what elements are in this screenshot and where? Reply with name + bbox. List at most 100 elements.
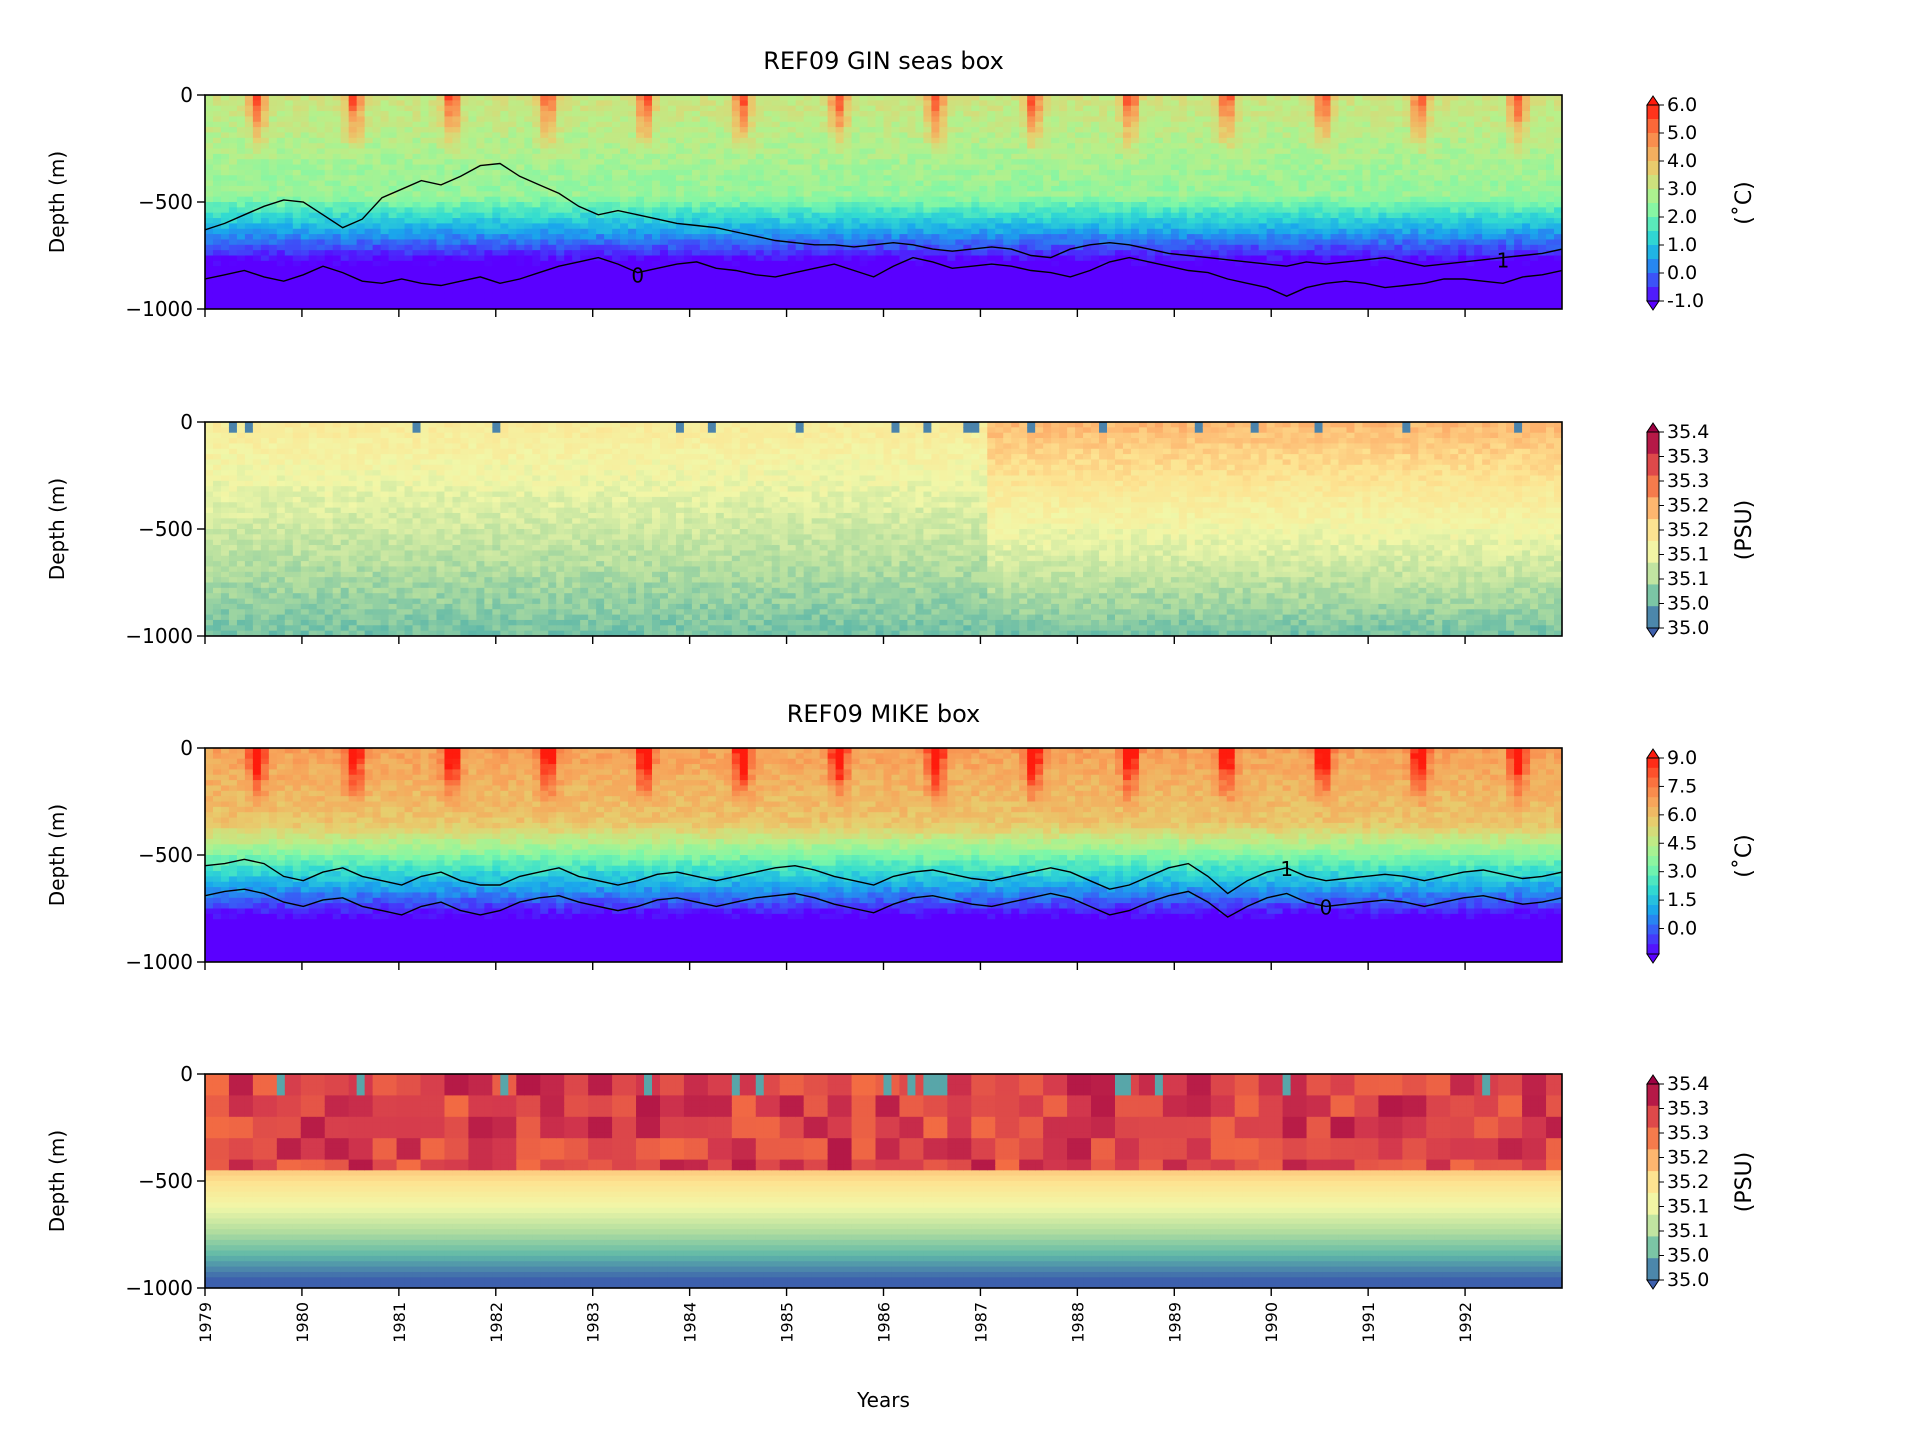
field-cell [1162, 266, 1172, 273]
field-cell [771, 271, 781, 278]
field-cell [644, 266, 653, 273]
field-cell [396, 121, 406, 128]
field-cell [691, 255, 701, 262]
field-cell [675, 143, 685, 150]
field-cell [324, 143, 334, 150]
field-cell [1067, 250, 1076, 257]
field-cell [1154, 239, 1164, 246]
field-cell [931, 169, 941, 177]
field-cell [1059, 100, 1068, 107]
field-cell [300, 266, 310, 273]
field-cell [771, 164, 781, 171]
field-cell [572, 169, 581, 177]
field-cell [1170, 250, 1180, 257]
field-cell [915, 148, 925, 155]
field-cell [516, 196, 526, 203]
field-cell [636, 127, 645, 134]
field-cell [1051, 212, 1060, 219]
field-cell [1011, 153, 1020, 160]
field-cell [787, 271, 797, 278]
field-cell [771, 276, 781, 284]
field-cell [572, 185, 581, 193]
field-cell [771, 255, 781, 262]
field-cell [947, 218, 957, 225]
field-cell [436, 202, 446, 209]
field-cell [636, 276, 645, 284]
field-cell [428, 111, 438, 118]
field-cell [723, 228, 733, 235]
field-cell [388, 255, 398, 262]
field-cell [364, 180, 374, 187]
field-cell [971, 100, 981, 107]
field-cell [1075, 175, 1084, 182]
field-cell [715, 260, 725, 267]
field-cell [691, 164, 701, 171]
field-cell [1146, 298, 1156, 305]
field-cell [396, 266, 406, 273]
field-cell [205, 239, 214, 246]
field-cell [715, 228, 725, 235]
field-cell [819, 303, 829, 309]
field-cell [971, 260, 981, 267]
field-cell [364, 169, 374, 177]
field-cell [228, 105, 238, 112]
field-cell [1067, 276, 1076, 284]
field-cell [1194, 218, 1204, 225]
field-cell [236, 175, 246, 182]
field-cell [308, 153, 318, 160]
field-cell [1170, 271, 1180, 278]
field-cell [620, 298, 629, 305]
field-cell [1154, 228, 1164, 235]
field-cell [1043, 298, 1052, 305]
field-cell [755, 255, 765, 262]
field-cell [731, 180, 741, 187]
field-cell [1083, 202, 1092, 209]
field-cell [548, 132, 558, 139]
field-cell [268, 143, 278, 150]
field-cell [739, 250, 749, 257]
field-cell [580, 255, 589, 262]
field-cell [747, 276, 757, 284]
field-cell [827, 137, 837, 144]
field-cell [667, 282, 677, 289]
field-cell [1003, 137, 1013, 144]
field-cell [915, 191, 925, 198]
field-cell [332, 207, 342, 214]
field-cell [460, 287, 470, 294]
field-cell [1186, 234, 1196, 241]
field-cell [292, 223, 302, 230]
field-cell [1130, 137, 1140, 144]
field-cell [300, 180, 310, 187]
field-cell [244, 292, 254, 300]
field-cell [540, 287, 550, 294]
field-cell [923, 218, 933, 225]
field-cell [827, 271, 837, 278]
field-cell [468, 276, 478, 284]
field-cell [580, 100, 589, 107]
field-cell [691, 159, 701, 166]
field-cell [1170, 298, 1180, 305]
field-cell [596, 239, 605, 246]
field-cell [939, 164, 949, 171]
field-cell [1146, 143, 1156, 150]
field-cell [1003, 185, 1013, 193]
field-cell [452, 153, 462, 160]
field-cell [1114, 228, 1124, 235]
field-cell [971, 169, 981, 177]
field-cell [260, 239, 270, 246]
field-cell [444, 207, 454, 214]
field-cell [1059, 132, 1068, 139]
field-cell [524, 244, 534, 251]
field-cell [867, 260, 877, 267]
field-cell [324, 250, 334, 257]
field-cell [747, 191, 757, 198]
field-cell [787, 255, 797, 262]
field-cell [739, 266, 749, 273]
field-cell [324, 116, 334, 123]
field-cell [500, 207, 510, 214]
field-cell [947, 169, 957, 177]
field-cell [500, 143, 510, 150]
field-cell [667, 116, 677, 123]
field-cell [891, 127, 901, 134]
